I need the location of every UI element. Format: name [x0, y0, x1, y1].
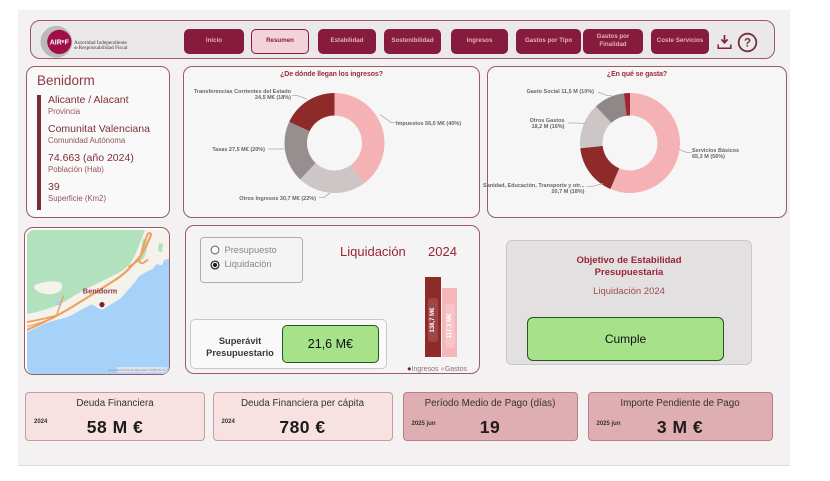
- svg-text:Benidorm: Benidorm: [82, 286, 117, 295]
- svg-text:?: ?: [744, 37, 751, 49]
- svg-text:AIReF: AIReF: [50, 39, 70, 47]
- svg-text:Keyboard shortcuts Map data ©: Keyboard shortcuts Map data ©2025 Terms: [108, 368, 166, 372]
